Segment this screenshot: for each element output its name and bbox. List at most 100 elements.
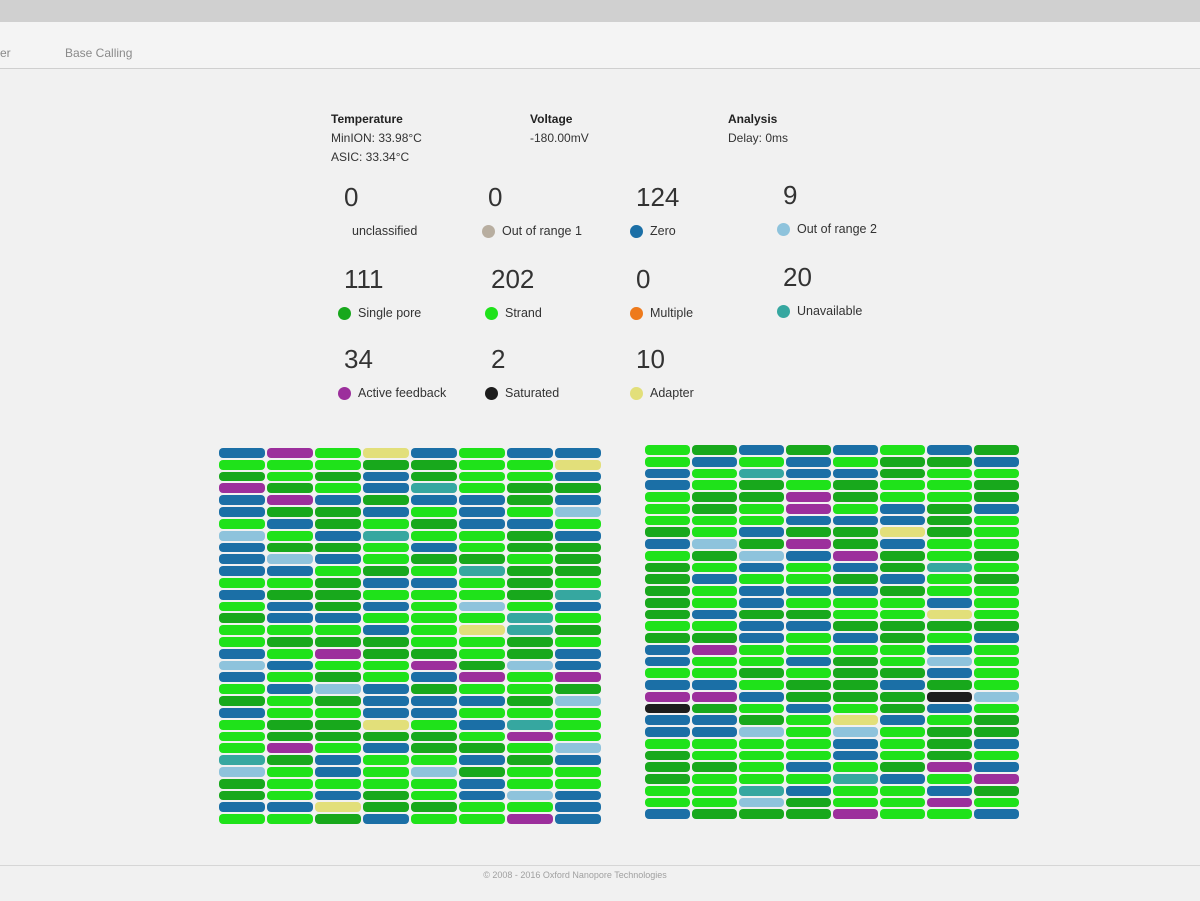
channel-cell[interactable]	[739, 797, 784, 808]
channel-cell[interactable]	[459, 542, 505, 553]
channel-cell[interactable]	[645, 727, 690, 737]
channel-cell[interactable]	[786, 703, 831, 714]
channel-cell[interactable]	[739, 785, 784, 796]
channel-cell[interactable]	[927, 703, 972, 714]
channel-cell[interactable]	[739, 633, 784, 643]
channel-cell[interactable]	[833, 492, 878, 502]
channel-cell[interactable]	[555, 471, 601, 482]
channel-cell[interactable]	[555, 743, 601, 754]
channel-cell[interactable]	[974, 503, 1019, 514]
channel-cell[interactable]	[786, 503, 831, 514]
channel-cell[interactable]	[363, 719, 409, 730]
channel-cell[interactable]	[786, 633, 831, 643]
channel-cell[interactable]	[692, 774, 737, 784]
channel-cell[interactable]	[555, 707, 601, 718]
channel-cell[interactable]	[555, 613, 601, 624]
channel-cell[interactable]	[459, 814, 505, 824]
channel-cell[interactable]	[507, 719, 553, 730]
channel-cell[interactable]	[927, 715, 972, 725]
channel-cell[interactable]	[645, 633, 690, 643]
channel-cell[interactable]	[363, 660, 409, 671]
channel-cell[interactable]	[927, 750, 972, 761]
channel-cell[interactable]	[267, 660, 313, 671]
channel-cell[interactable]	[645, 574, 690, 584]
channel-cell[interactable]	[692, 680, 737, 690]
channel-cell[interactable]	[219, 790, 265, 801]
channel-cell[interactable]	[786, 515, 831, 526]
channel-cell[interactable]	[411, 625, 457, 635]
channel-cell[interactable]	[880, 609, 925, 620]
channel-cell[interactable]	[974, 468, 1019, 479]
channel-cell[interactable]	[219, 483, 265, 494]
channel-cell[interactable]	[974, 527, 1019, 537]
channel-cell[interactable]	[739, 774, 784, 784]
channel-cell[interactable]	[880, 503, 925, 514]
channel-cell[interactable]	[363, 802, 409, 813]
channel-cell[interactable]	[692, 597, 737, 608]
channel-cell[interactable]	[219, 755, 265, 765]
channel-cell[interactable]	[507, 648, 553, 659]
channel-cell[interactable]	[927, 633, 972, 643]
channel-cell[interactable]	[267, 495, 313, 506]
channel-cell[interactable]	[692, 503, 737, 514]
channel-cell[interactable]	[739, 456, 784, 467]
channel-cell[interactable]	[267, 684, 313, 695]
channel-cell[interactable]	[833, 586, 878, 596]
channel-cell[interactable]	[692, 633, 737, 643]
channel-cell[interactable]	[880, 492, 925, 502]
channel-cell[interactable]	[267, 719, 313, 730]
channel-cell[interactable]	[555, 731, 601, 742]
channel-cell[interactable]	[219, 707, 265, 718]
channel-cell[interactable]	[411, 648, 457, 659]
channel-cell[interactable]	[411, 589, 457, 600]
channel-cell[interactable]	[555, 696, 601, 706]
channel-cell[interactable]	[411, 530, 457, 541]
channel-cell[interactable]	[219, 601, 265, 612]
channel-cell[interactable]	[927, 574, 972, 584]
channel-cell[interactable]	[927, 680, 972, 690]
channel-cell[interactable]	[411, 802, 457, 813]
channel-cell[interactable]	[315, 743, 361, 754]
channel-cell[interactable]	[786, 574, 831, 584]
channel-cell[interactable]	[833, 468, 878, 479]
channel-cell[interactable]	[927, 562, 972, 573]
channel-cell[interactable]	[315, 625, 361, 635]
channel-cell[interactable]	[739, 550, 784, 561]
channel-cell[interactable]	[267, 471, 313, 482]
channel-cell[interactable]	[786, 738, 831, 749]
channel-cell[interactable]	[927, 527, 972, 537]
channel-cell[interactable]	[219, 448, 265, 458]
channel-cell[interactable]	[363, 589, 409, 600]
channel-cell[interactable]	[219, 660, 265, 671]
channel-cell[interactable]	[645, 762, 690, 772]
channel-cell[interactable]	[739, 691, 784, 702]
channel-cell[interactable]	[507, 684, 553, 695]
channel-cell[interactable]	[267, 648, 313, 659]
channel-cell[interactable]	[974, 668, 1019, 678]
channel-cell[interactable]	[411, 755, 457, 765]
channel-cell[interactable]	[459, 696, 505, 706]
channel-cell[interactable]	[219, 696, 265, 706]
channel-cell[interactable]	[786, 480, 831, 490]
channel-cell[interactable]	[739, 562, 784, 573]
tab-base-calling[interactable]: Base Calling	[65, 46, 133, 60]
channel-cell[interactable]	[833, 703, 878, 714]
channel-cell[interactable]	[739, 574, 784, 584]
channel-cell[interactable]	[833, 774, 878, 784]
channel-cell[interactable]	[219, 566, 265, 576]
channel-cell[interactable]	[411, 566, 457, 576]
channel-cell[interactable]	[833, 633, 878, 643]
channel-cell[interactable]	[459, 459, 505, 470]
channel-cell[interactable]	[645, 503, 690, 514]
channel-cell[interactable]	[219, 589, 265, 600]
channel-cell[interactable]	[507, 530, 553, 541]
channel-cell[interactable]	[786, 785, 831, 796]
channel-cell[interactable]	[645, 644, 690, 655]
channel-cell[interactable]	[411, 696, 457, 706]
channel-cell[interactable]	[315, 589, 361, 600]
channel-cell[interactable]	[692, 539, 737, 549]
channel-cell[interactable]	[459, 625, 505, 635]
channel-cell[interactable]	[645, 539, 690, 549]
channel-cell[interactable]	[833, 597, 878, 608]
channel-cell[interactable]	[315, 802, 361, 813]
